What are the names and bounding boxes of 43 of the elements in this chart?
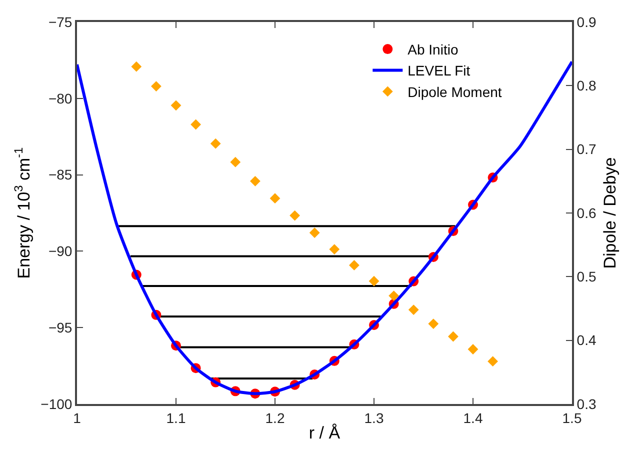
y2-tick-label: 0.3 — [576, 396, 596, 412]
y-tick-label: −75 — [48, 14, 72, 30]
point — [131, 61, 142, 72]
point — [270, 193, 280, 204]
point — [230, 156, 241, 168]
point — [329, 244, 340, 254]
legend-label: Ab Initio — [408, 42, 458, 58]
x-tick-label: 1.5 — [562, 410, 582, 426]
point — [448, 331, 458, 342]
y-tick-label: −90 — [48, 243, 72, 260]
point — [290, 210, 300, 221]
point — [468, 344, 478, 354]
x-tick-label: 1 — [73, 410, 82, 426]
point — [349, 260, 360, 270]
point — [368, 276, 380, 286]
point — [428, 318, 439, 329]
y2-axis-title: Dipole / Debye — [600, 157, 620, 269]
y2-tick-label: 0.4 — [576, 332, 596, 348]
x-tick-label: 1.2 — [265, 410, 285, 426]
x-axis-title: r / Å — [308, 424, 341, 443]
legend-label: Dipole Moment — [408, 84, 502, 100]
point — [190, 119, 201, 130]
point — [309, 228, 320, 238]
y2-tick-label: 0.6 — [576, 204, 596, 221]
y-tick-label: −95 — [48, 320, 72, 336]
point — [170, 100, 182, 111]
y2-tick-label: 0.5 — [576, 268, 596, 285]
y2-tick-label: 0.8 — [576, 78, 596, 94]
y-tick-label: −100 — [40, 396, 72, 412]
y-tick-label: −85 — [48, 166, 72, 183]
x-tick-label: 1.4 — [463, 410, 483, 426]
point — [388, 290, 399, 301]
y2-tick-label: 0.7 — [576, 141, 596, 158]
y-tick-label: −80 — [48, 90, 72, 106]
legend-label: LEVEL Fit — [408, 62, 470, 79]
point — [408, 304, 419, 315]
x-tick-label: 1.1 — [166, 410, 186, 426]
point — [151, 81, 162, 92]
y2-tick-label: 0.9 — [576, 14, 596, 30]
x-tick-label: 1.3 — [364, 410, 384, 426]
point — [210, 138, 221, 149]
point — [250, 176, 260, 186]
point — [488, 356, 498, 367]
